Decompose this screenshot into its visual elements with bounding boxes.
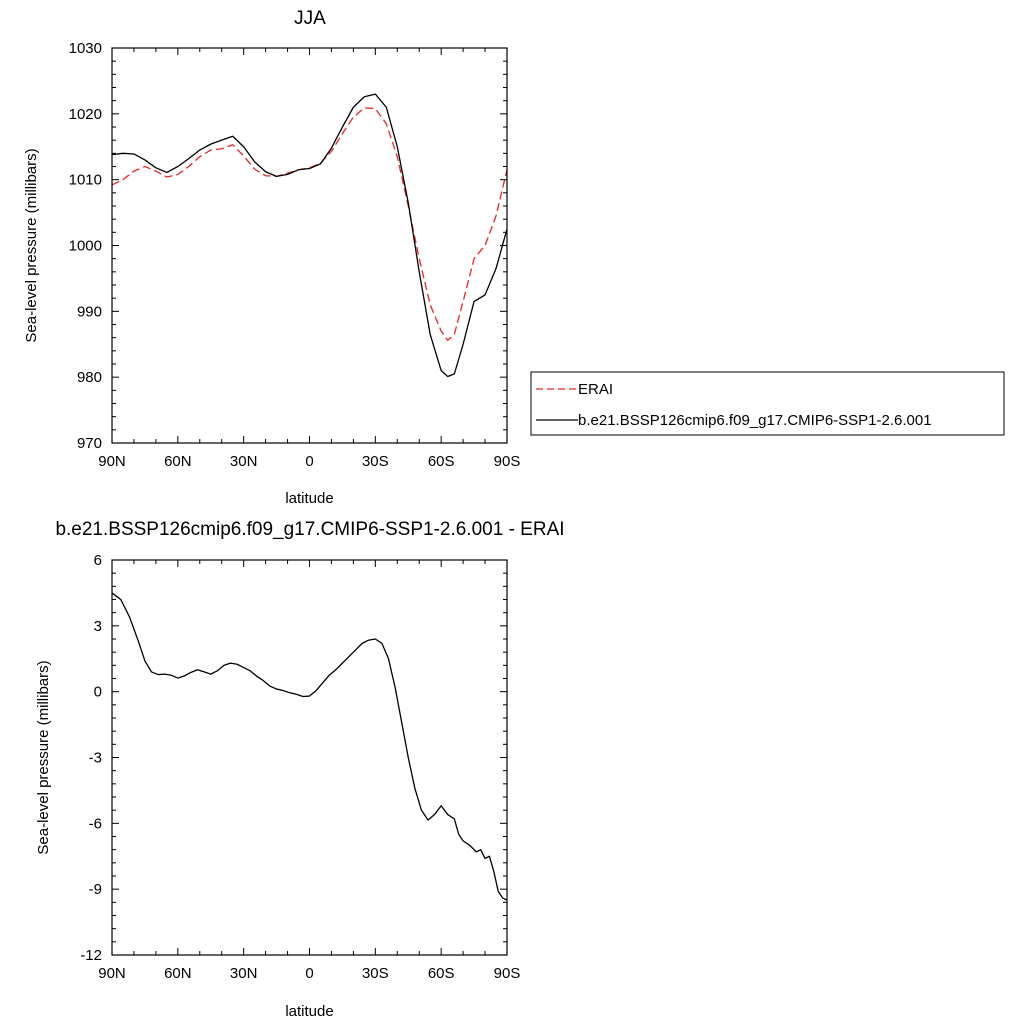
bottom-x-tick-labels: 90N 60N 30N 0 30S 60S 90S xyxy=(98,965,520,982)
bottom-panel: b.e21.BSSP126cmip6.f09_g17.CMIP6-SSP1-2.… xyxy=(35,519,565,1020)
x-tick-label: 0 xyxy=(305,965,313,982)
bottom-x-axis-label: latitude xyxy=(285,1003,333,1020)
bottom-series-group xyxy=(111,592,508,901)
bottom-ticks xyxy=(111,559,508,956)
y-tick-label: 6 xyxy=(94,552,102,569)
top-series-line-0 xyxy=(111,107,508,341)
y-tick-label: -6 xyxy=(89,815,102,832)
bottom-series-line-0 xyxy=(111,592,508,901)
y-tick-label: 1030 xyxy=(69,40,102,57)
top-y-axis-label: Sea-level pressure (millibars) xyxy=(23,148,40,342)
top-ticks xyxy=(111,47,508,444)
bottom-chart-title: b.e21.BSSP126cmip6.f09_g17.CMIP6-SSP1-2.… xyxy=(55,519,564,540)
legend-label-erai: ERAI xyxy=(578,381,613,398)
bottom-y-axis-label: Sea-level pressure (millibars) xyxy=(35,660,52,854)
y-tick-label: 1010 xyxy=(69,172,102,189)
x-tick-label: 90S xyxy=(494,965,521,982)
top-series-line-1 xyxy=(111,93,508,378)
x-tick-label: 90N xyxy=(98,965,126,982)
x-tick-label: 90S xyxy=(494,453,521,470)
legend-label-model: b.e21.BSSP126cmip6.f09_g17.CMIP6-SSP1-2.… xyxy=(578,412,932,429)
y-tick-label: 1000 xyxy=(69,238,102,255)
top-series-group xyxy=(111,93,508,378)
top-y-tick-labels: 970 980 990 1000 1010 1020 1030 xyxy=(69,40,102,452)
x-tick-label: 60S xyxy=(428,453,455,470)
y-tick-label: -3 xyxy=(89,750,102,767)
y-tick-label: 0 xyxy=(94,684,102,701)
legend-box xyxy=(530,371,1005,436)
y-tick-label: 1020 xyxy=(69,106,102,123)
y-tick-label: 980 xyxy=(77,369,102,386)
x-tick-label: 60N xyxy=(164,453,192,470)
bottom-plot-frame xyxy=(111,559,508,956)
x-tick-label: 60S xyxy=(428,965,455,982)
x-tick-label: 90N xyxy=(98,453,126,470)
x-tick-label: 30N xyxy=(230,453,258,470)
top-x-tick-labels: 90N 60N 30N 0 30S 60S 90S xyxy=(98,453,520,470)
top-panel: JJA 90N 60N 30N 0 30S 60S 90S 970 980 990 1000 101… xyxy=(23,8,520,507)
x-tick-label: 30N xyxy=(230,965,258,982)
y-tick-label: -9 xyxy=(89,881,102,898)
x-tick-label: 30S xyxy=(362,453,389,470)
y-tick-label: 990 xyxy=(77,303,102,320)
top-chart-title: JJA xyxy=(294,8,326,29)
y-tick-label: -12 xyxy=(80,947,102,964)
top-x-axis-label: latitude xyxy=(285,490,333,507)
legend: ERAI b.e21.BSSP126cmip6.f09_g17.CMIP6-SS… xyxy=(530,371,1005,436)
bottom-y-tick-labels: -12 -9 -6 -3 0 3 6 xyxy=(80,552,102,964)
x-tick-label: 0 xyxy=(305,453,313,470)
x-tick-label: 60N xyxy=(164,965,192,982)
x-tick-label: 30S xyxy=(362,965,389,982)
y-tick-label: 970 xyxy=(77,435,102,452)
top-plot-frame xyxy=(111,47,508,444)
y-tick-label: 3 xyxy=(94,618,102,635)
